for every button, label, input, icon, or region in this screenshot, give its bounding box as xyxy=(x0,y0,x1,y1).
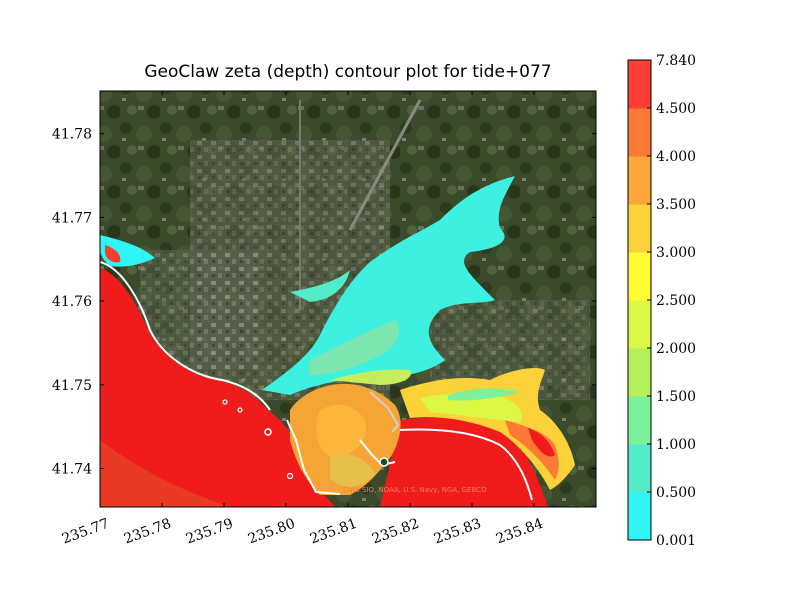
y-tick-label: 41.76 xyxy=(52,294,92,310)
y-axis: 41.74 41.75 41.76 41.77 41.78 xyxy=(52,127,596,477)
x-tick-label: 235.84 xyxy=(494,516,546,548)
y-tick-label: 41.75 xyxy=(52,378,92,394)
y-tick-label: 41.74 xyxy=(52,461,92,477)
colorbar-segment xyxy=(628,492,651,541)
map-attribution: Data SIO, NOAA, U.S. Navy, NGA, GEBCO xyxy=(343,486,487,494)
colorbar-segment xyxy=(628,348,651,397)
colorbar-label: 2.000 xyxy=(656,341,696,357)
colorbar-label: 3.000 xyxy=(656,245,696,261)
colorbar-label: 1.500 xyxy=(656,389,696,405)
colorbar-segment xyxy=(628,300,651,349)
map-image: Data SIO, NOAA, U.S. Navy, NGA, GEBCO xyxy=(100,91,596,507)
x-tick-label: 235.77 xyxy=(60,516,112,548)
colorbar: 0.001 0.500 1.000 1.500 2.000 2.500 3.000 3.500… xyxy=(627,53,696,549)
x-tick-label: 235.82 xyxy=(370,516,422,548)
x-tick-label: 235.81 xyxy=(308,516,360,548)
x-tick-label: 235.79 xyxy=(184,516,236,548)
x-tick-label: 235.83 xyxy=(432,516,484,548)
colorbar-segment xyxy=(628,204,651,253)
colorbar-label: 0.500 xyxy=(656,485,696,501)
colorbar-segment xyxy=(628,108,651,157)
colorbar-label: 3.500 xyxy=(656,197,696,213)
colorbar-label: 7.840 xyxy=(656,53,696,69)
colorbar-label: 0.001 xyxy=(656,533,696,549)
y-tick-label: 41.78 xyxy=(52,127,92,143)
colorbar-label: 1.000 xyxy=(656,437,696,453)
x-tick-label: 235.80 xyxy=(246,516,298,548)
colorbar-segment xyxy=(628,444,651,493)
chart-title: GeoClaw zeta (depth) contour plot for ti… xyxy=(144,62,552,82)
colorbar-segment xyxy=(628,396,651,445)
colorbar-label: 2.500 xyxy=(656,293,696,309)
colorbar-segment xyxy=(628,60,651,109)
colorbar-label: 4.500 xyxy=(656,101,696,117)
y-tick-label: 41.77 xyxy=(52,210,92,226)
x-tick-label: 235.78 xyxy=(122,516,174,548)
colorbar-segment xyxy=(628,156,651,205)
colorbar-segment xyxy=(628,252,651,301)
colorbar-label: 4.000 xyxy=(656,149,696,165)
